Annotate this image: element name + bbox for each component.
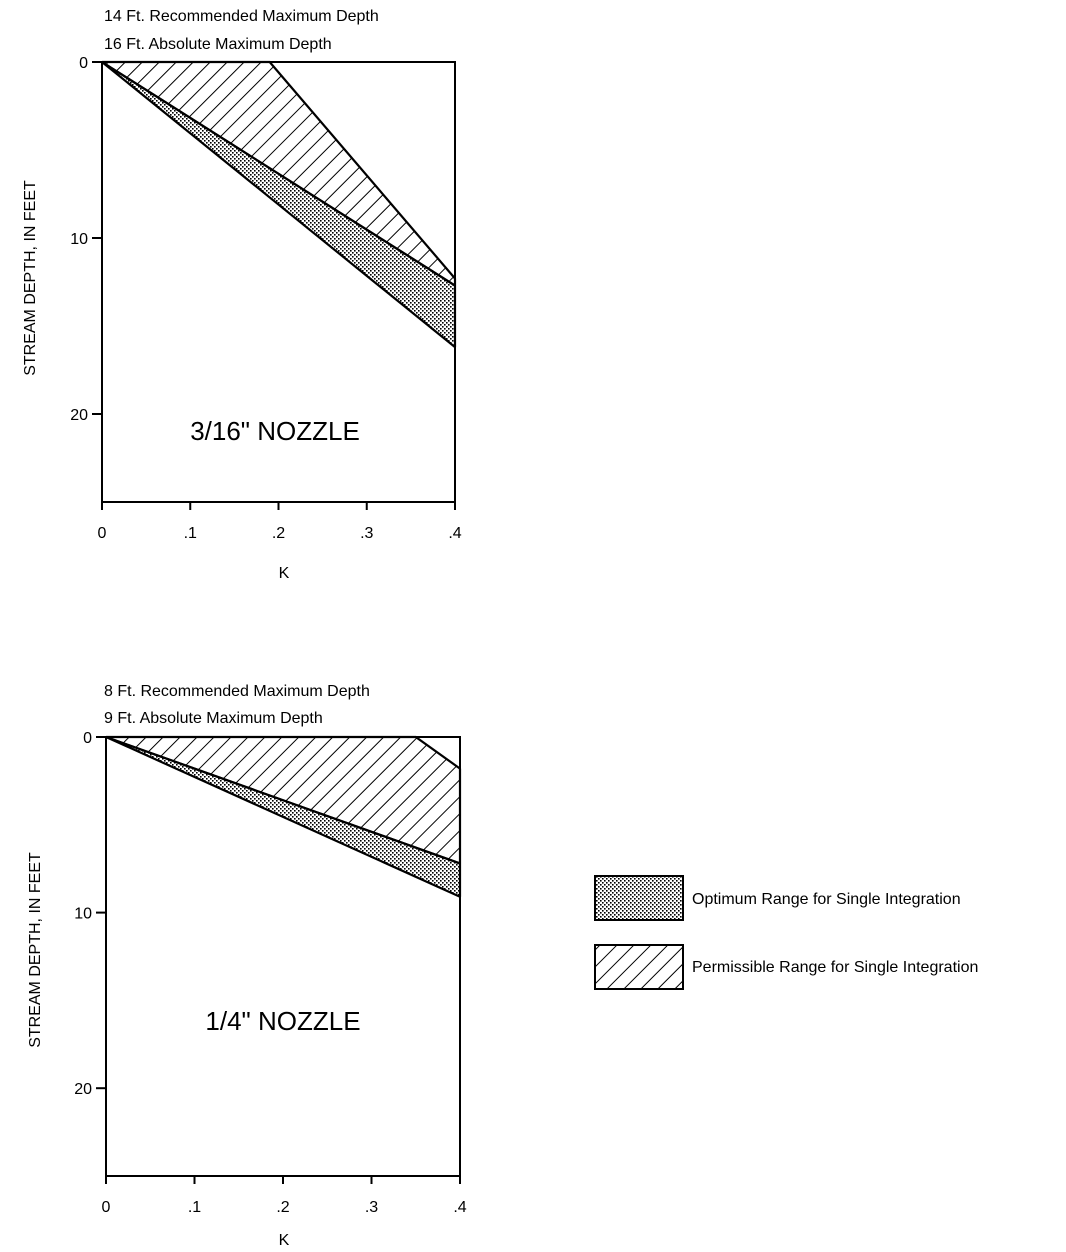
- x-tick-label: .2: [272, 525, 285, 542]
- chart-areas: [106, 737, 460, 897]
- x-tick-label: .4: [453, 1199, 466, 1216]
- chart-panel-1-4-nozzle: 8 Ft. Recommended Maximum Depth 9 Ft. Ab…: [27, 683, 467, 1249]
- y-tick-label: 10: [70, 231, 88, 248]
- x-tick-label: .1: [184, 525, 197, 542]
- x-axis-title: K: [279, 1232, 290, 1249]
- legend-item-optimum: Optimum Range for Single Integration: [595, 876, 961, 920]
- legend-label: Optimum Range for Single Integration: [692, 891, 961, 908]
- y-tick-label: 0: [79, 55, 88, 72]
- legend-label: Permissible Range for Single Integration: [692, 959, 978, 976]
- legend-swatch-hatched: [595, 945, 683, 989]
- x-tick-label: 0: [102, 1199, 111, 1216]
- x-tick-label: .1: [188, 1199, 201, 1216]
- legend-item-permissible: Permissible Range for Single Integration: [595, 945, 978, 989]
- y-axis-title: STREAM DEPTH, IN FEET: [22, 180, 39, 376]
- x-tick-label: 0: [98, 525, 107, 542]
- y-tick-label: 20: [70, 407, 88, 424]
- legend: Optimum Range for Single Integration Per…: [595, 876, 978, 989]
- legend-swatch-dotted: [595, 876, 683, 920]
- y-tick-label: 20: [74, 1081, 92, 1098]
- x-tick-label: .2: [276, 1199, 289, 1216]
- chart-panel-3-16-nozzle: 14 Ft. Recommended Maximum Depth 16 Ft. …: [22, 8, 462, 582]
- note-recommended-max-depth: 14 Ft. Recommended Maximum Depth: [104, 8, 379, 25]
- x-tick-label: .4: [448, 525, 461, 542]
- x-tick-label: .3: [360, 525, 373, 542]
- nozzle-title: 1/4" NOZZLE: [205, 1006, 360, 1036]
- x-axis-title: K: [279, 565, 290, 582]
- y-tick-label: 10: [74, 906, 92, 923]
- nozzle-title: 3/16" NOZZLE: [190, 416, 360, 446]
- y-tick-label: 0: [83, 730, 92, 747]
- note-absolute-max-depth: 9 Ft. Absolute Maximum Depth: [104, 710, 323, 727]
- x-tick-label: .3: [365, 1199, 378, 1216]
- chart-areas: [102, 62, 455, 347]
- note-absolute-max-depth: 16 Ft. Absolute Maximum Depth: [104, 36, 332, 53]
- note-recommended-max-depth: 8 Ft. Recommended Maximum Depth: [104, 683, 370, 700]
- y-axis-title: STREAM DEPTH, IN FEET: [27, 852, 44, 1048]
